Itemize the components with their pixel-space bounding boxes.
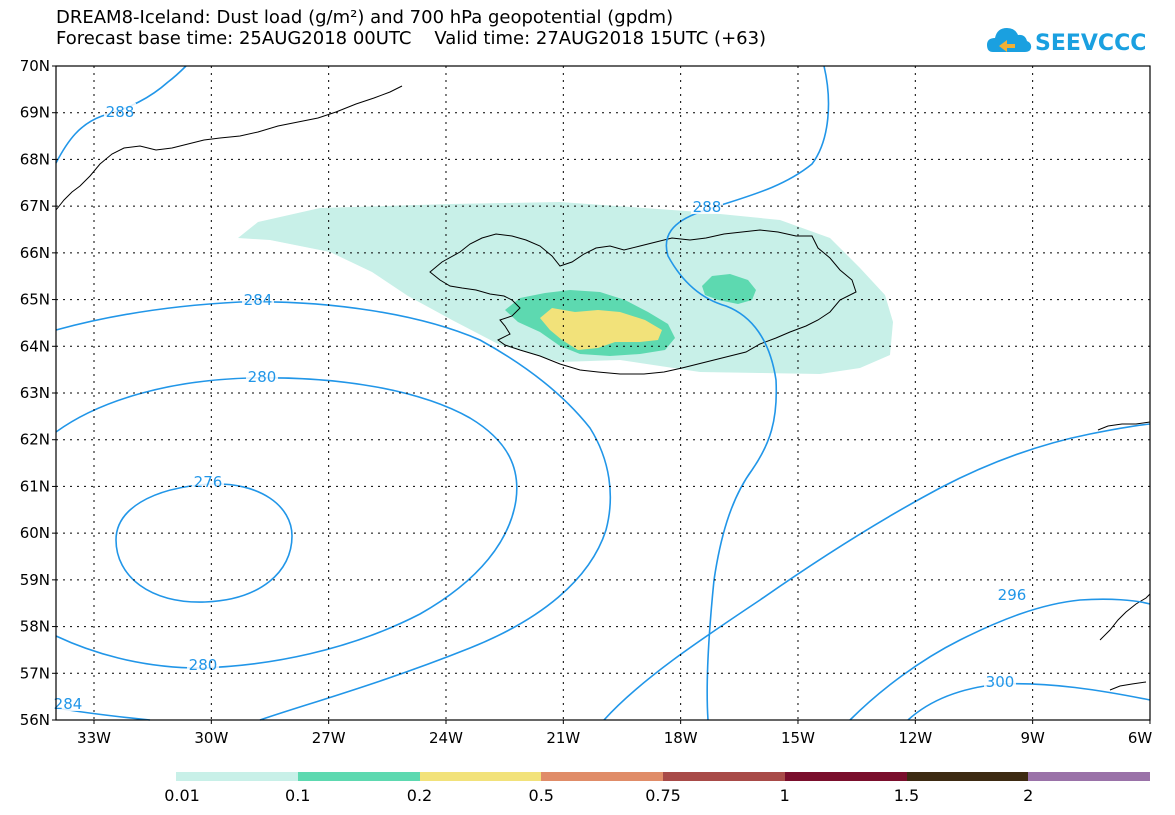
logo-text: SEEVCCC	[1035, 31, 1146, 56]
lat-label: 64N	[20, 337, 50, 355]
contour-label: 288	[106, 103, 135, 121]
contour-label: 288	[693, 198, 722, 216]
dust-region-0.1b	[702, 274, 756, 304]
lat-label: 57N	[20, 664, 50, 682]
colorbar-label: 0.01	[164, 786, 200, 805]
contour-296	[849, 598, 1151, 721]
lat-label: 60N	[20, 524, 50, 542]
lat-label: 58N	[20, 618, 50, 636]
forecast-time-subtitle: Forecast base time: 25AUG2018 00UTC Vali…	[56, 28, 767, 49]
lon-label: 27W	[312, 729, 346, 747]
lat-label: 66N	[20, 244, 50, 262]
dust-region-0.01	[238, 202, 893, 374]
contour-label: 284	[244, 291, 273, 309]
contour-label: 280	[189, 656, 218, 674]
contour-label-bg	[104, 103, 136, 119]
dust-region-0.2	[540, 308, 662, 350]
lon-label: 24W	[429, 729, 463, 747]
colorbar-swatch	[784, 772, 907, 781]
lon-label: 33W	[77, 729, 111, 747]
colorbar-swatch	[1028, 772, 1150, 781]
lat-label: 69N	[20, 104, 50, 122]
contour-label-bg	[984, 673, 1016, 689]
lat-label: 67N	[20, 197, 50, 215]
colorbar-label: 0.75	[645, 786, 681, 805]
contour-280	[55, 377, 518, 669]
colorbar-label: 1	[779, 786, 790, 805]
contour-label-bg	[996, 586, 1028, 602]
contour-300	[907, 682, 1151, 721]
colorbar-swatch	[541, 772, 663, 781]
colorbar-swatch	[906, 772, 1029, 781]
lon-label: 12W	[898, 729, 932, 747]
colorbar-label: 0.5	[528, 786, 554, 805]
lon-label: 15W	[781, 729, 815, 747]
iceland-coastline	[429, 229, 857, 375]
seevccc-logo: SEEVCCC	[987, 28, 1146, 56]
contour-276	[115, 483, 293, 603]
lat-label: 56N	[20, 711, 50, 729]
scotland-coastline	[1099, 593, 1151, 691]
contour-label: 296	[998, 586, 1027, 604]
lat-label: 59N	[20, 571, 50, 589]
norway-coastline	[1097, 421, 1151, 431]
contour-label-bg	[52, 695, 84, 711]
colorbar-label: 2	[1023, 786, 1034, 805]
greenland-coastline	[55, 85, 403, 211]
contour-label-bg	[246, 368, 278, 384]
contour-label-bg	[242, 291, 274, 307]
colorbar-label: 0.1	[285, 786, 311, 805]
lat-label: 65N	[20, 291, 50, 309]
colorbar-swatch	[663, 772, 785, 781]
lon-label: 21W	[546, 729, 580, 747]
lon-label: 18W	[664, 729, 698, 747]
contour-292	[603, 423, 1151, 721]
contour-288-east	[665, 65, 830, 721]
contour-label: 284	[54, 695, 83, 713]
contour-label: 300	[986, 673, 1015, 691]
contour-label-bg	[192, 473, 224, 489]
colorbar-swatch	[176, 772, 298, 781]
colorbar-swatch	[419, 772, 542, 781]
lon-label: 30W	[194, 729, 228, 747]
lat-label: 63N	[20, 384, 50, 402]
colorbar-swatch	[297, 772, 420, 781]
contour-label: 280	[248, 368, 277, 386]
lat-label: 68N	[20, 150, 50, 168]
lat-label: 70N	[20, 57, 50, 75]
lon-label: 9W	[1020, 729, 1045, 747]
lat-label: 62N	[20, 431, 50, 449]
dust-load-colorbar	[176, 772, 1150, 781]
map-title: DREAM8-Iceland: Dust load (g/m²) and 700…	[56, 7, 674, 28]
colorbar-label: 0.2	[406, 786, 433, 805]
colorbar-label: 1.5	[893, 786, 920, 805]
lat-label: 61N	[20, 477, 50, 495]
lon-label: 6W	[1128, 729, 1153, 747]
contour-label: 276	[194, 473, 223, 491]
contour-284	[55, 301, 612, 721]
